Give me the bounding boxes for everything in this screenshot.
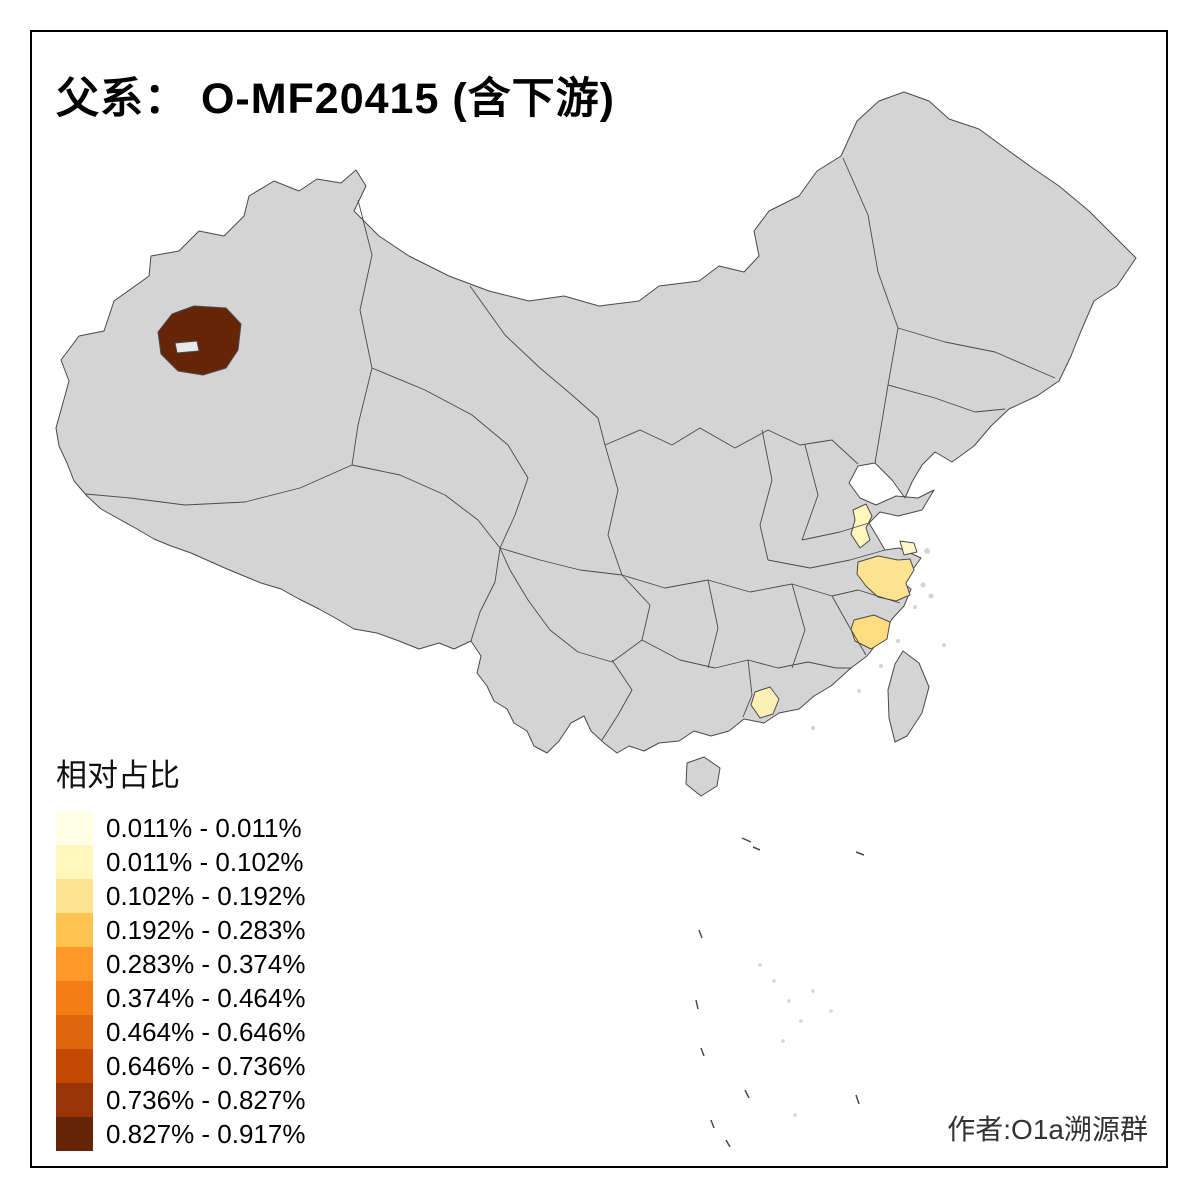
- legend-row: 0.011% - 0.102%: [56, 845, 305, 879]
- legend-swatch: [56, 1049, 93, 1083]
- legend: 相对占比 0.011% - 0.011% 0.011% - 0.102% 0.1…: [56, 750, 305, 1151]
- legend-label: 0.646% - 0.736%: [106, 1050, 306, 1081]
- province-borders: [85, 157, 1056, 741]
- legend-row: 0.102% - 0.192%: [56, 879, 305, 913]
- legend-label: 0.192% - 0.283%: [106, 914, 306, 945]
- legend-row: 0.374% - 0.464%: [56, 981, 305, 1015]
- author-credit: 作者:O1a溯源群: [947, 1114, 1148, 1145]
- legend-label: 0.011% - 0.102%: [106, 846, 304, 877]
- legend-swatch: [56, 1083, 93, 1117]
- legend-swatch: [56, 1117, 93, 1151]
- plot-frame: [30, 30, 1168, 1168]
- highlight-regions: [157, 305, 918, 719]
- enclave-hole: [174, 340, 200, 354]
- legend-swatch: [56, 879, 93, 913]
- legend-swatch: [56, 845, 93, 879]
- legend-row: 0.464% - 0.646%: [56, 1015, 305, 1049]
- highlight-shanghai: [899, 540, 918, 556]
- legend-row: 0.736% - 0.827%: [56, 1083, 305, 1117]
- legend-swatch: [56, 947, 93, 981]
- legend-title: 相对占比: [56, 758, 180, 793]
- coastal-islands: [811, 548, 946, 730]
- legend-swatch: [56, 811, 93, 845]
- highlight-jiangsu: [850, 503, 873, 549]
- legend-label: 0.102% - 0.192%: [106, 880, 306, 911]
- legend-swatch: [56, 913, 93, 947]
- legend-label: 0.011% - 0.011%: [106, 812, 302, 843]
- legend-label: 0.464% - 0.646%: [106, 1016, 306, 1047]
- legend-row: 0.827% - 0.917%: [56, 1117, 305, 1151]
- legend-label: 0.827% - 0.917%: [106, 1118, 306, 1149]
- legend-swatch: [56, 1015, 93, 1049]
- legend-row: 0.646% - 0.736%: [56, 1049, 305, 1083]
- legend-row: 0.192% - 0.283%: [56, 913, 305, 947]
- legend-label: 0.283% - 0.374%: [106, 948, 306, 979]
- china-map-layer: [55, 91, 1137, 1148]
- map-title: 父系： O-MF20415 (含下游): [56, 75, 615, 123]
- china-mainland: [55, 91, 1137, 754]
- legend-swatch: [56, 981, 93, 1015]
- highlight-guangdong: [750, 686, 780, 719]
- legend-row: 0.011% - 0.011%: [56, 811, 305, 845]
- legend-label: 0.736% - 0.827%: [106, 1084, 306, 1115]
- legend-label: 0.374% - 0.464%: [106, 982, 306, 1013]
- south-china-sea-islands: [695, 837, 865, 1148]
- highlight-north-zhejiang: [856, 555, 915, 602]
- taiwan-island: [887, 650, 930, 743]
- hainan-island: [685, 756, 721, 797]
- legend-row: 0.283% - 0.374%: [56, 947, 305, 981]
- highlight-western-xinjiang: [157, 305, 242, 376]
